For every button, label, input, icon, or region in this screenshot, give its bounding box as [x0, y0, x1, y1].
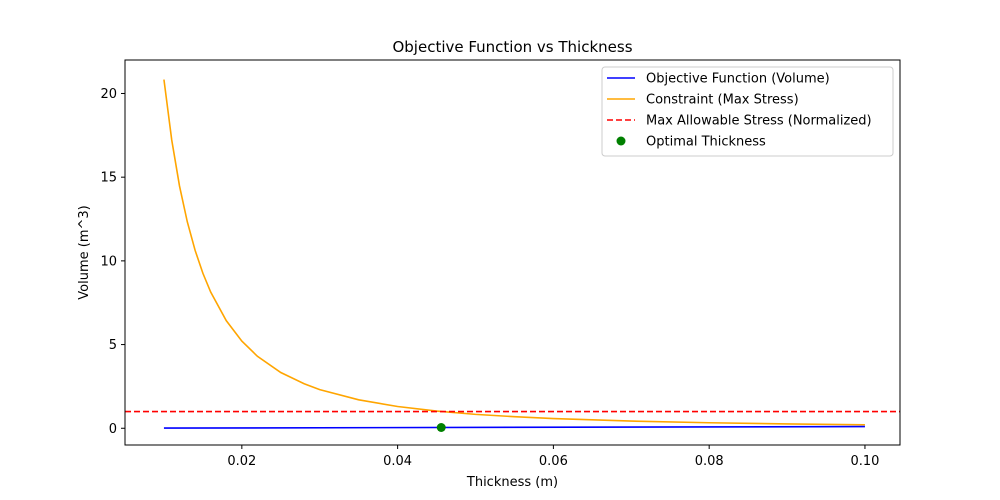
chart-title: Objective Function vs Thickness — [392, 38, 632, 56]
legend: Objective Function (Volume) Constraint (M… — [601, 66, 894, 157]
y-tick-label: 10 — [100, 254, 117, 269]
y-tick-label: 20 — [100, 87, 117, 102]
x-tick-label: 0.06 — [539, 454, 568, 469]
series-line-0 — [163, 425, 865, 429]
plot-frame — [124, 59, 901, 446]
legend-label: Optimal Thickness — [646, 135, 766, 150]
x-tick-label: 0.04 — [383, 454, 412, 469]
legend-label: Objective Function (Volume) — [646, 72, 830, 87]
legend-marker — [616, 136, 626, 146]
y-tick-label: 15 — [100, 171, 117, 186]
x-tick-label: 0.02 — [227, 454, 256, 469]
series-line-1 — [163, 79, 865, 426]
y-tick-label: 5 — [109, 338, 117, 353]
legend-label: Constraint (Max Stress) — [646, 93, 799, 108]
legend-box — [601, 66, 894, 157]
x-axis-title: Thickness (m) — [466, 475, 558, 490]
y-tick-label: 0 — [109, 422, 117, 437]
scatter-point — [436, 422, 446, 432]
legend-label: Max Allowable Stress (Normalized) — [646, 114, 872, 129]
x-tick-label: 0.08 — [695, 454, 724, 469]
x-tick-label: 0.10 — [850, 454, 879, 469]
y-axis-title: Volume (m^3) — [77, 205, 92, 299]
